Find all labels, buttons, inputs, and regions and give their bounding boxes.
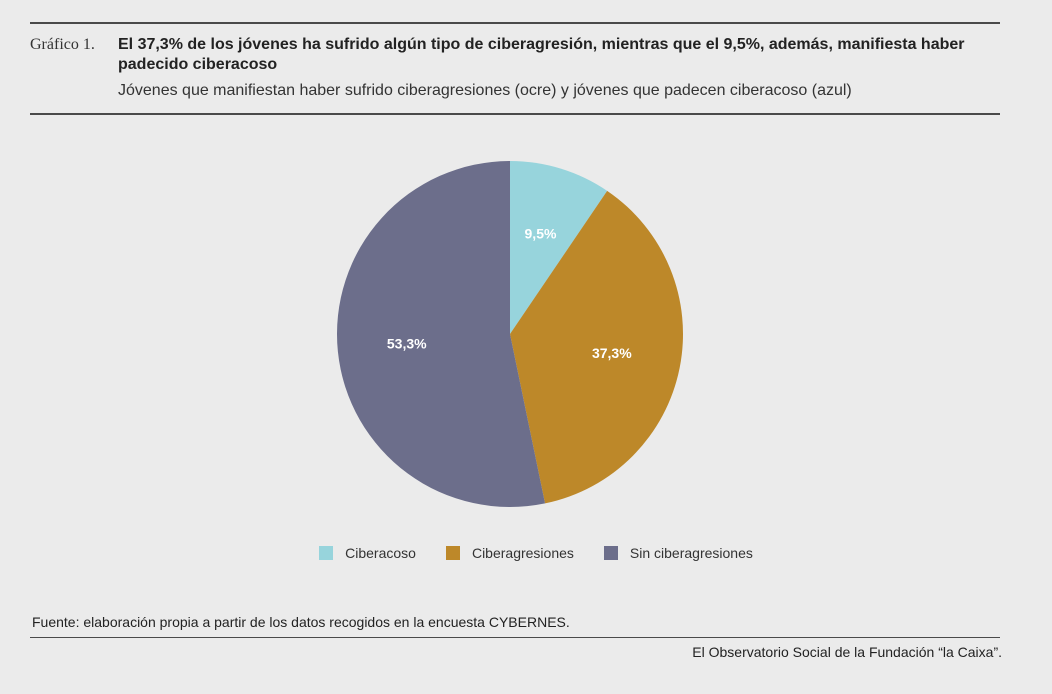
chart-number: Gráfico 1. [30, 36, 95, 53]
pie-label-sin-ciberagresiones: 53,3% [387, 335, 427, 351]
pie-slice-ciberagresiones [510, 190, 683, 504]
legend-label-sin-ciberagresiones: Sin ciberagresiones [629, 545, 753, 561]
footer-rule [30, 637, 1000, 638]
legend-label-ciberacoso: Ciberacoso [345, 545, 416, 561]
chart-legend: Ciberacoso Ciberagresiones Sin ciberagre… [0, 545, 1052, 561]
legend-item-sin-ciberagresiones: Sin ciberagresiones [603, 545, 753, 561]
pie-slice-sin-ciberagresiones [336, 161, 546, 508]
legend-swatch-ciberagresiones [445, 546, 460, 560]
legend-item-ciberacoso: Ciberacoso [319, 545, 416, 561]
legend-swatch-ciberacoso [319, 546, 334, 560]
header-bottom-rule [30, 113, 1000, 115]
legend-label-ciberagresiones: Ciberagresiones [471, 545, 574, 561]
legend-item-ciberagresiones: Ciberagresiones [445, 545, 574, 561]
pie-slice-ciberacoso [510, 161, 608, 334]
legend-swatch-sin-ciberagresiones [603, 546, 618, 560]
credit-line: El Observatorio Social de la Fundación “… [692, 644, 1002, 660]
chart-subtitle: Jóvenes que manifiestan haber sufrido ci… [118, 82, 852, 99]
top-rule [30, 22, 1000, 24]
chart-title: El 37,3% de los jóvenes ha sufrido algún… [118, 36, 965, 73]
source-note: Fuente: elaboración propia a partir de l… [32, 614, 570, 630]
pie-label-ciberacoso: 9,5% [525, 225, 557, 241]
pie-label-ciberagresiones: 37,3% [592, 345, 632, 361]
